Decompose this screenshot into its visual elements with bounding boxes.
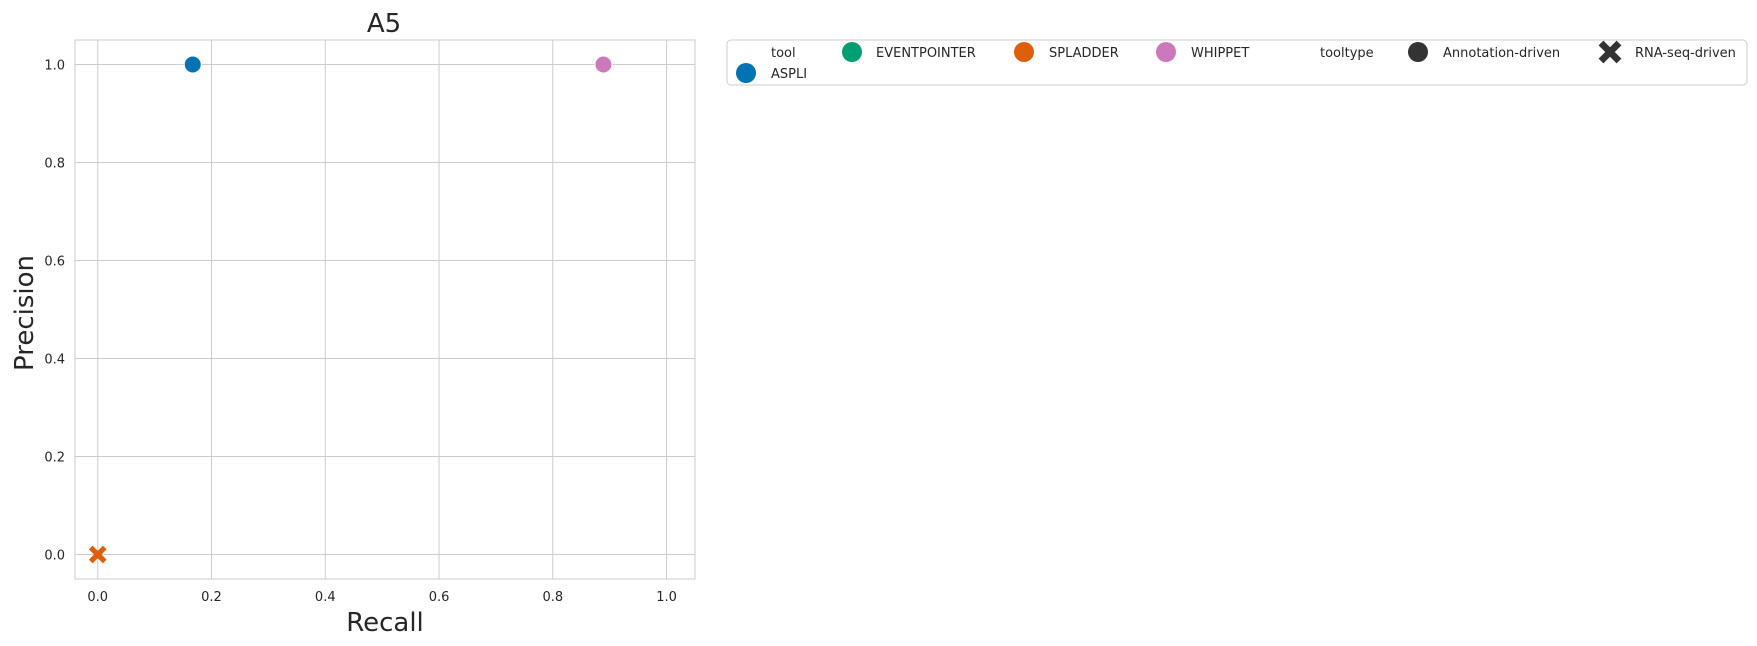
legend-label: RNA-seq-driven	[1635, 46, 1736, 61]
x-tick-label: 1.0	[656, 590, 677, 605]
legend-label: SPLADDER	[1049, 46, 1119, 61]
y-tick-label: 0.8	[44, 157, 65, 172]
legend-marker	[1408, 42, 1428, 62]
y-tick-label: 0.0	[44, 549, 65, 564]
x-tick-label: 0.8	[542, 590, 563, 605]
y-tick-labels: 0.0 0.2 0.4 0.6 0.8 1.0	[44, 59, 65, 564]
legend-label: ASPLI	[771, 67, 807, 82]
x-tick-label: 0.2	[201, 590, 222, 605]
legend-item-tooltype: tooltype	[1320, 46, 1374, 61]
legend-item-whippet: WHIPPET	[1156, 42, 1249, 62]
legend-marker	[1598, 40, 1622, 64]
x-tick-labels: 0.0 0.2 0.4 0.6 0.8 1.0	[87, 590, 676, 605]
plot-area	[74, 39, 696, 580]
chart-title: A5	[367, 9, 401, 39]
legend-label: Annotation-driven	[1443, 46, 1560, 61]
x-tick-label: 0.6	[429, 590, 450, 605]
data-points	[88, 55, 613, 564]
legend-item-spladder: SPLADDER	[1014, 42, 1119, 62]
data-point-spladder	[88, 545, 107, 564]
data-point-aspli	[183, 55, 202, 74]
legend-item-eventpointer: EVENTPOINTER	[842, 42, 976, 62]
y-tick-label: 0.2	[44, 451, 65, 466]
y-axis-title: Precision	[10, 255, 40, 371]
legend-marker	[1156, 42, 1176, 62]
y-tick-label: 1.0	[44, 59, 65, 74]
legend-item-annotation-driven: Annotation-driven	[1408, 42, 1560, 62]
x-axis-title: Recall	[346, 608, 424, 638]
legend-label: tool	[771, 46, 796, 61]
y-tick-label: 0.6	[44, 255, 65, 270]
x-tick-label: 0.0	[87, 590, 108, 605]
legend-item-tool: tool	[771, 46, 796, 61]
y-tick-label: 0.4	[44, 353, 65, 368]
legend-frame	[726, 39, 1748, 86]
x-tick-label: 0.4	[315, 590, 336, 605]
legend-label: EVENTPOINTER	[876, 46, 976, 61]
legend-item-rna-seq-driven: RNA-seq-driven	[1598, 40, 1736, 64]
x-gridlines	[97, 40, 668, 579]
legend-marker	[736, 63, 756, 83]
legend-item-aspli: ASPLI	[736, 63, 807, 83]
legend-label: WHIPPET	[1191, 46, 1249, 61]
legend-marker	[842, 42, 862, 62]
legend: tool ASPLI EVENTPOINTER SPLADDER WHIPPET tool…	[736, 40, 1736, 83]
legend-marker	[1014, 42, 1034, 62]
y-gridlines	[75, 64, 695, 555]
data-point-whippet	[594, 55, 613, 74]
legend-label: tooltype	[1320, 46, 1374, 61]
